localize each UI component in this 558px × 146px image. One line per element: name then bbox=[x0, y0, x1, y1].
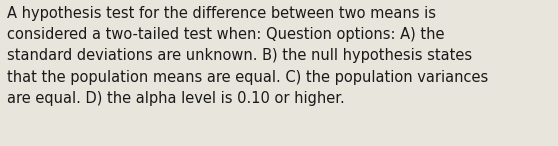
Text: A hypothesis test for the difference between two means is
considered a two-taile: A hypothesis test for the difference bet… bbox=[7, 6, 488, 106]
